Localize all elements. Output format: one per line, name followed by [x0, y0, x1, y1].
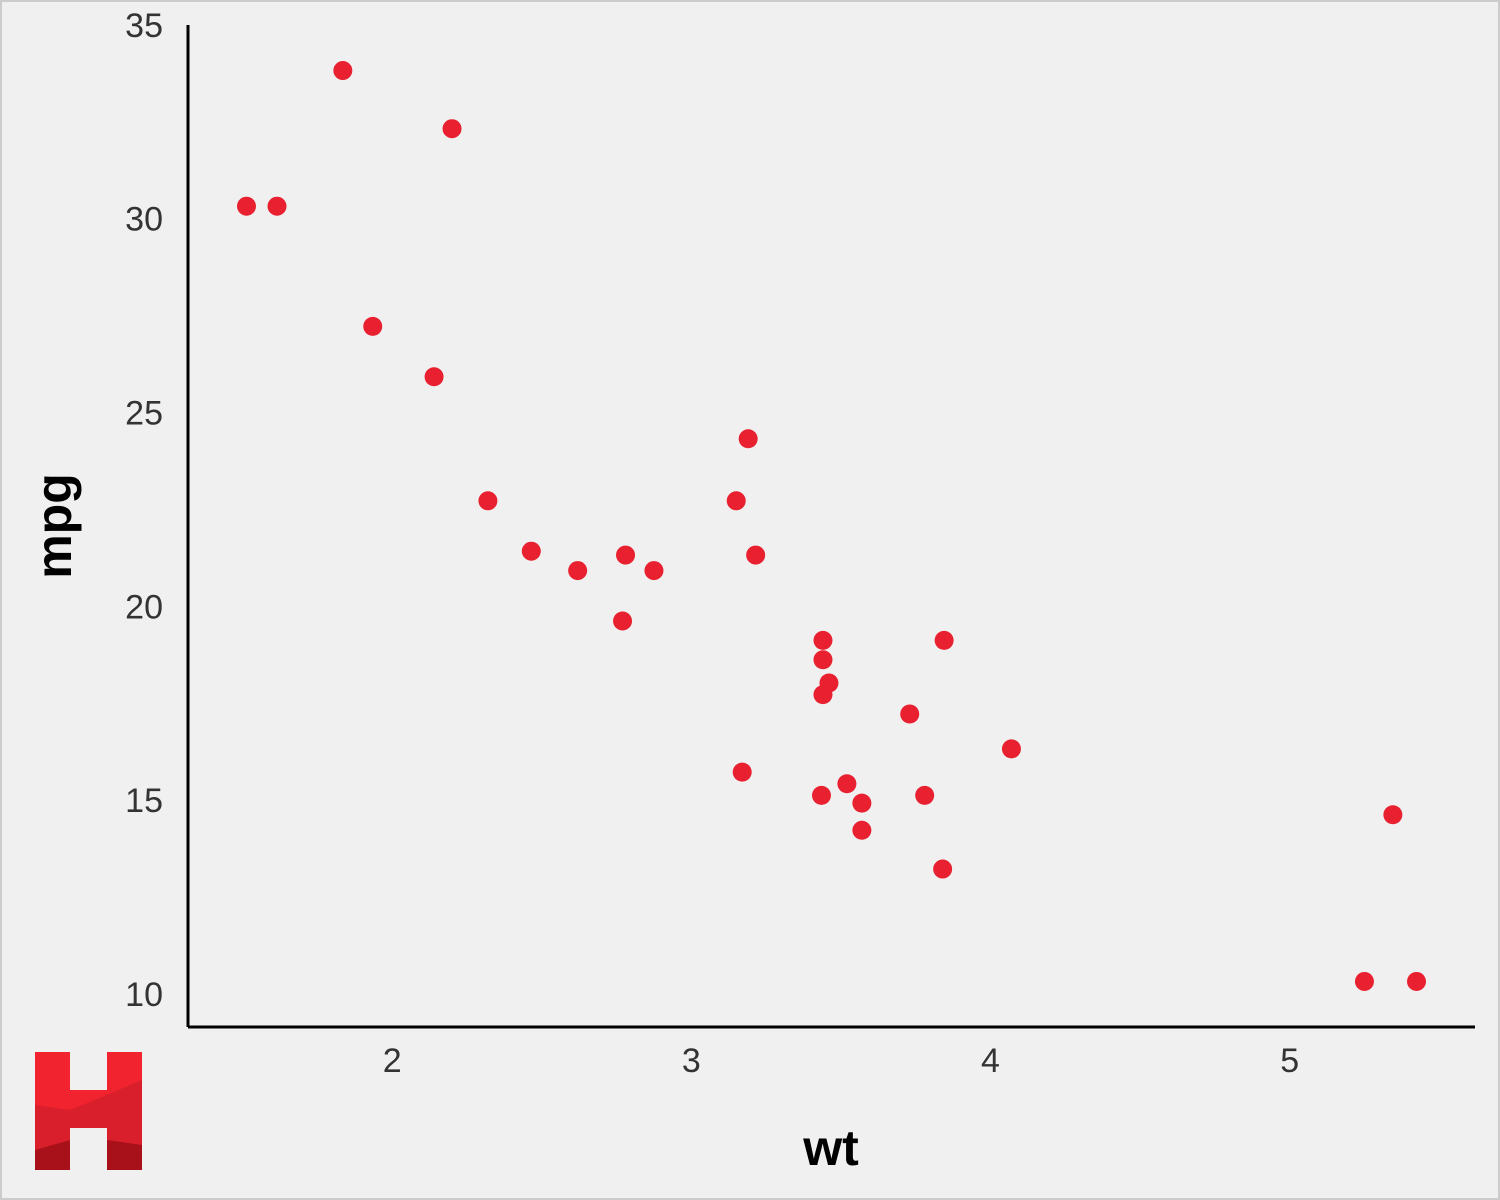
y-tick-label: 15	[125, 782, 163, 820]
y-tick-label: 25	[125, 395, 163, 433]
point	[644, 561, 664, 581]
x-tick-label: 4	[981, 1042, 1000, 1080]
point	[616, 545, 636, 565]
point	[442, 119, 462, 139]
point	[726, 491, 746, 511]
logo	[35, 1052, 142, 1170]
y-axis-title: mpg	[26, 473, 82, 579]
point	[1354, 971, 1374, 991]
point	[521, 541, 541, 561]
point	[424, 367, 444, 387]
point	[478, 491, 498, 511]
x-axis-title: wt	[802, 1120, 859, 1176]
y-tick-label: 35	[125, 7, 163, 45]
point	[1407, 971, 1426, 991]
point	[900, 704, 920, 724]
y-tick-label: 10	[125, 976, 163, 1014]
point	[267, 196, 287, 216]
point	[333, 61, 353, 81]
y-tick-label: 30	[125, 201, 163, 239]
point	[811, 785, 831, 805]
point	[568, 561, 588, 581]
y-tick-label: 20	[125, 588, 163, 626]
point	[933, 859, 953, 879]
point	[732, 762, 752, 782]
point	[738, 429, 758, 449]
point	[852, 793, 872, 813]
point	[915, 785, 935, 805]
point	[852, 820, 872, 840]
point	[813, 630, 833, 650]
x-tick-label: 2	[383, 1042, 402, 1080]
point	[934, 630, 954, 650]
point	[1383, 805, 1403, 825]
x-tick-label: 5	[1280, 1042, 1299, 1080]
point	[613, 611, 633, 631]
point	[813, 650, 833, 670]
point	[813, 685, 833, 705]
x-tick-label: 3	[682, 1042, 701, 1080]
point	[746, 545, 766, 565]
point	[237, 196, 256, 216]
point	[363, 316, 383, 336]
point	[837, 774, 857, 794]
point	[1001, 739, 1021, 759]
